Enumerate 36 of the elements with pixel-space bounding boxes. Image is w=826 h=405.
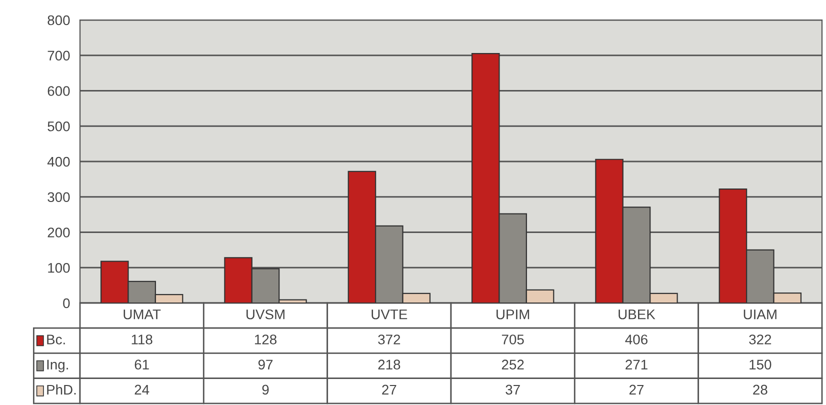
x-tick-label: UMAT [124, 310, 161, 320]
data-label: 322 [749, 334, 772, 344]
data-label: 118 [132, 334, 152, 344]
y-tick-label: 100 [48, 262, 70, 273]
data-label: 252 [502, 360, 524, 370]
data-label: 37 [506, 384, 520, 395]
data-label: 24 [134, 384, 150, 394]
data-label: 97 [258, 360, 273, 370]
data-label: 218 [378, 360, 400, 370]
data-label: 271 [626, 360, 648, 370]
y-tick-label: 600 [48, 86, 70, 96]
legend-label: Bc. [47, 334, 65, 344]
y-tick-label: 800 [48, 15, 70, 26]
data-label: 150 [750, 360, 772, 370]
legend-label: Ing. [47, 360, 68, 372]
data-label: 705 [502, 334, 524, 344]
y-tick-label: 700 [48, 50, 70, 61]
data-label: 28 [753, 384, 768, 395]
y-tick-label: 200 [48, 228, 70, 238]
data-label: 128 [254, 334, 276, 344]
x-tick-label: UPIM [496, 310, 530, 320]
data-label: 9 [262, 384, 269, 395]
x-tick-label: UBEK [618, 310, 656, 320]
data-label: 406 [625, 334, 648, 344]
y-tick-label: 300 [48, 192, 70, 202]
x-tick-label: UVTE [372, 310, 408, 320]
legend-label: PhD. [47, 384, 76, 394]
data-label: 372 [378, 334, 400, 344]
x-tick-label: UVSM [246, 309, 284, 320]
data-label: 27 [629, 384, 644, 394]
y-tick-label: 500 [48, 121, 70, 132]
data-label: 27 [382, 384, 396, 394]
y-tick-label: 400 [47, 156, 70, 167]
data-label: 61 [134, 360, 149, 370]
y-tick-label: 0 [63, 298, 70, 308]
x-tick-label: UIAM [744, 310, 776, 320]
